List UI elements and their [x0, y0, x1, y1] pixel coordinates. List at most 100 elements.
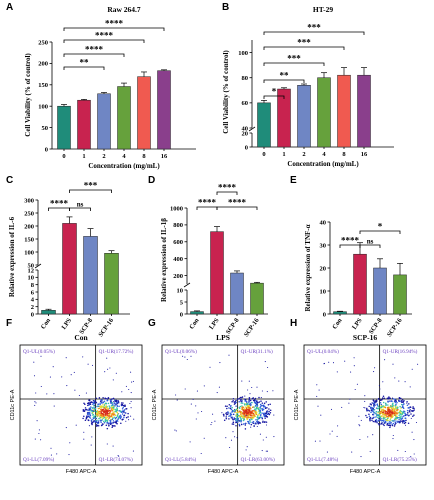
significance-label: ns: [367, 238, 374, 246]
flow-event-dot: [387, 397, 390, 400]
flow-event-dot: [261, 412, 263, 414]
flow-event-dot: [255, 399, 257, 402]
flow-event-dot: [200, 452, 202, 455]
bar: [317, 77, 331, 148]
flow-event-dot: [230, 417, 233, 419]
flow-event-dot: [398, 420, 400, 423]
flow-event-dot: [121, 391, 123, 393]
flow-event-dot: [87, 413, 90, 415]
flow-event-dot: [85, 392, 87, 394]
flow-event-dot: [111, 403, 114, 405]
flow-event-dot: [370, 403, 373, 406]
y-tick-label: 150: [38, 82, 48, 89]
flow-event-dot: [363, 406, 365, 409]
flow-event-dot: [230, 415, 232, 417]
flow-event-dot: [128, 388, 130, 391]
flow-event-dot: [323, 363, 325, 365]
y-tick-label: 20: [320, 265, 327, 272]
significance-bracket: [69, 189, 112, 193]
flow-event-dot: [123, 414, 126, 416]
flow-event-dot: [239, 396, 242, 399]
flow-event-dot: [261, 450, 263, 452]
flow-event-dot: [242, 416, 244, 419]
flow-event-dot: [408, 410, 411, 412]
x-tick-label: 0: [262, 151, 265, 158]
flow-event-dot: [132, 450, 134, 452]
flow-event-dot: [381, 421, 383, 424]
flow-event-dot: [390, 400, 393, 402]
flow-event-dot: [244, 409, 247, 412]
flow-event-dot: [118, 417, 120, 419]
flow-event-dot: [201, 410, 203, 413]
flow-event-dot: [402, 404, 404, 406]
x-tick-label: Con: [188, 317, 201, 331]
flow-event-dot: [243, 408, 245, 410]
flow-event-dot: [409, 406, 412, 409]
x-tick-label: 2: [302, 151, 305, 158]
flow-event-dot: [257, 423, 260, 425]
flow-event-dot: [259, 412, 262, 414]
flow-event-dot: [84, 419, 87, 421]
quadrant-ur-label: Q1-UR(17.72%): [99, 348, 134, 355]
flow-event-dot: [121, 410, 124, 412]
flow-event-dot: [404, 412, 406, 415]
flow-event-dot: [111, 401, 113, 404]
flow-event-dot: [219, 362, 221, 364]
flow-event-dot: [387, 409, 390, 411]
flow-event-dot: [174, 429, 176, 431]
flow-event-dot: [267, 404, 270, 406]
x-tick-label: Con: [40, 317, 53, 331]
flow-event-dot: [229, 406, 232, 408]
flow-event-dot: [93, 407, 95, 409]
x-tick-label: 8: [142, 153, 146, 160]
flow-event-dot: [235, 418, 237, 421]
flow-event-dot: [94, 414, 97, 416]
x-tick-label: 0: [62, 153, 65, 160]
flow-event-dot: [269, 403, 271, 406]
flow-event-dot: [404, 381, 406, 383]
flow-event-dot: [381, 415, 383, 417]
flow-event-dot: [368, 410, 371, 412]
flow-event-dot: [364, 407, 366, 409]
flow-event-dot: [398, 380, 400, 382]
flow-event-dot: [244, 395, 246, 397]
flow-event-dot: [116, 423, 118, 425]
flow-event-dot: [117, 413, 119, 415]
flow-event-dot: [254, 405, 257, 407]
flow-event-dot: [377, 412, 379, 414]
flow-event-dot: [100, 399, 103, 401]
flow-event-dot: [268, 410, 270, 413]
flow-event-dot: [111, 410, 114, 412]
bar: [353, 253, 367, 315]
flow-event-dot: [112, 420, 115, 422]
flow-event-dot: [70, 374, 72, 376]
flow-event-dot: [393, 414, 396, 416]
flow-event-dot: [326, 451, 328, 453]
flow-event-dot: [392, 408, 395, 411]
flow-event-dot: [94, 416, 96, 419]
flow-event-dot: [391, 405, 394, 408]
flow-event-dot: [264, 414, 266, 416]
flow-event-dot: [392, 434, 394, 437]
flow-event-dot: [92, 421, 95, 423]
flow-event-dot: [253, 408, 256, 410]
flow-event-dot: [403, 400, 405, 402]
significance-label: ns: [77, 201, 84, 209]
flow-event-dot: [49, 376, 51, 378]
flow-event-dot: [331, 430, 333, 432]
flow-event-dot: [235, 421, 238, 423]
flow-event-dot: [91, 409, 93, 412]
flow-event-dot: [118, 410, 120, 412]
flow-event-dot: [90, 419, 93, 422]
flow-event-dot: [87, 363, 89, 365]
flow-event-dot: [397, 449, 399, 451]
x-tick-label: SCP-16: [386, 317, 404, 339]
flow-event-dot: [107, 407, 109, 410]
flow-event-dot: [228, 403, 231, 406]
flow-event-dot: [89, 403, 91, 405]
flow-event-dot: [94, 400, 97, 402]
flow-event-dot: [248, 410, 250, 412]
y-tick-label: 2: [31, 304, 34, 311]
flow-event-dot: [103, 421, 106, 424]
y-tick-label: 100: [38, 104, 48, 111]
